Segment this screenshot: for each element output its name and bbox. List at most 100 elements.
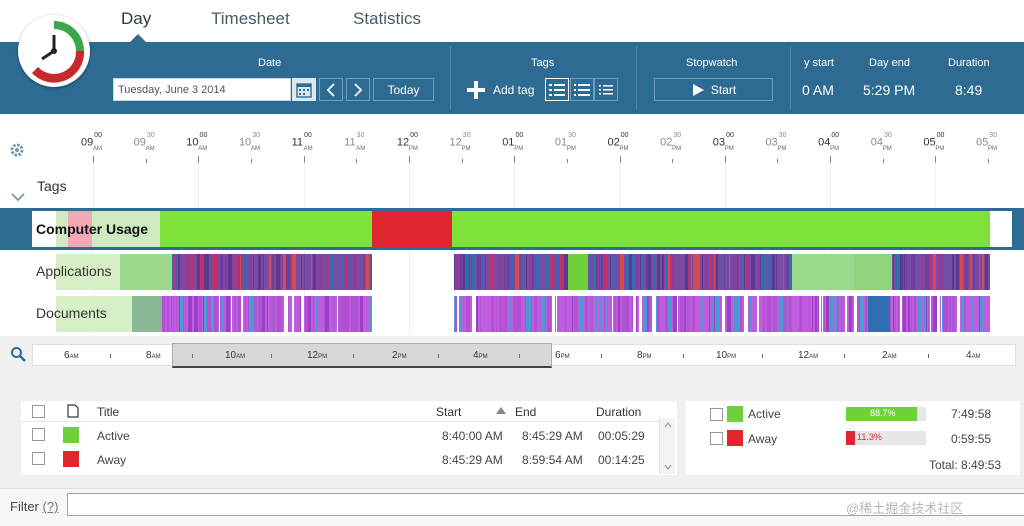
activity-stripe [984,296,988,332]
activity-block[interactable] [132,296,162,332]
activity-block[interactable] [120,254,172,290]
view-list-large-button[interactable] [545,78,569,101]
ruler-tick [830,156,832,163]
chevron-down-icon[interactable] [11,192,25,202]
filter-bar: Filter (?) @稀土掘金技术社区 [0,488,1024,526]
activity-stripe [172,254,174,290]
activity-block[interactable] [56,254,120,290]
summary-percent-bar: 11.3% [846,431,926,445]
activity-stripe [622,296,623,332]
activity-stripe [272,296,275,332]
search-icon[interactable] [10,346,26,362]
usage-segment[interactable] [160,211,372,247]
usage-segment[interactable] [452,211,990,247]
header-end[interactable]: End [515,405,537,419]
activity-block[interactable] [568,254,588,290]
activity-stripe [722,254,723,290]
activity-stripe [711,296,713,332]
ruler-minute: 30 [568,132,576,139]
activity-stripe [604,254,607,290]
previous-day-button[interactable] [319,78,343,101]
view-list-small-button[interactable] [594,78,618,101]
ruler-ampm: AM [356,146,366,152]
activity-stripe [757,296,759,332]
activity-stripe [283,254,286,290]
activity-stripe [760,254,761,290]
row-checkbox[interactable] [32,428,45,441]
activity-stripe [455,296,457,332]
activity-stripe [772,254,775,290]
tags-row-label: Tags [37,178,67,194]
activity-stripe [239,254,240,290]
usage-segment[interactable] [372,211,452,247]
activity-stripe [472,296,476,332]
tab-timesheet[interactable]: Timesheet [211,9,290,28]
header-start[interactable]: Start [436,405,462,419]
activity-stripe [600,296,601,332]
tab-statistics[interactable]: Statistics [353,9,422,28]
summary-checkbox[interactable] [710,432,723,445]
documents-label: Documents [36,305,107,321]
add-tag-button[interactable]: Add tag [466,78,542,101]
usage-segment[interactable] [92,211,160,247]
select-all-checkbox[interactable] [32,405,45,418]
activity-block[interactable] [792,254,854,290]
calendar-icon[interactable] [292,78,316,101]
gear-icon[interactable] [9,142,25,158]
documents-row[interactable]: Documents [8,294,1016,332]
activity-stripe [499,254,500,290]
applications-row[interactable]: Applications [8,252,1016,290]
overview-hour: 6 [64,350,70,361]
summary-checkbox[interactable] [710,408,723,421]
date-input[interactable]: Tuesday, June 3 2014 [113,78,291,101]
header-title[interactable]: Title [97,405,120,419]
ruler-ampm: PM [619,146,629,152]
activity-stripe [894,296,896,332]
overview-hour: 10 [716,350,728,361]
filter-input[interactable] [67,493,1024,516]
activity-block[interactable] [56,296,132,332]
filter-label-text: Filter [10,499,39,514]
usage-segment[interactable] [32,211,56,247]
activity-stripe [517,296,521,332]
activity-stripe [527,254,528,290]
activity-stripe [359,254,361,290]
overview-selection-handle[interactable] [172,343,552,368]
ruler-tick [619,156,621,163]
activity-block[interactable] [868,296,890,332]
table-scrollbar[interactable] [659,418,675,474]
color-swatch [727,430,743,446]
activity-stripe [338,296,341,332]
overview-time-label: 2PM [392,350,407,361]
computer-usage-bar[interactable] [32,211,1012,247]
chevron-down-icon[interactable] [664,464,672,470]
next-day-button[interactable] [346,78,370,101]
view-list-medium-button[interactable] [570,78,594,101]
row-checkbox[interactable] [32,452,45,465]
row-end: 8:59:54 AM [522,453,583,467]
chevron-up-icon[interactable] [664,422,672,428]
activity-stripe [701,296,704,332]
computer-usage-row[interactable]: Computer Usage [8,208,1016,250]
filter-help-link[interactable]: (?) [42,499,59,514]
activity-stripe [941,296,942,332]
overview-ampm: PM [478,354,488,360]
activity-stripe [939,254,943,290]
time-ruler[interactable]: 0900 AM 1000 AM 1100 AM 1200 PM 0100 PM 0200 PM 0300… [0,114,1024,164]
documents-bar[interactable] [32,296,1012,332]
activity-stripe [560,254,564,290]
tab-day[interactable]: Day [121,9,152,28]
today-button[interactable]: Today [373,78,434,101]
stopwatch-start-button[interactable]: Start [654,78,773,101]
activity-block[interactable] [854,254,892,290]
activity-stripe [822,296,823,332]
applications-bar[interactable] [32,254,1012,290]
sort-asc-icon [496,407,506,414]
activity-stripe [648,254,649,290]
usage-segment[interactable] [56,211,68,247]
usage-segment[interactable] [68,211,92,247]
activity-stripe [943,296,947,332]
tags-row[interactable]: Tags [8,166,1016,204]
header-duration[interactable]: Duration [596,405,642,419]
ruler-ampm: PM [566,146,576,152]
